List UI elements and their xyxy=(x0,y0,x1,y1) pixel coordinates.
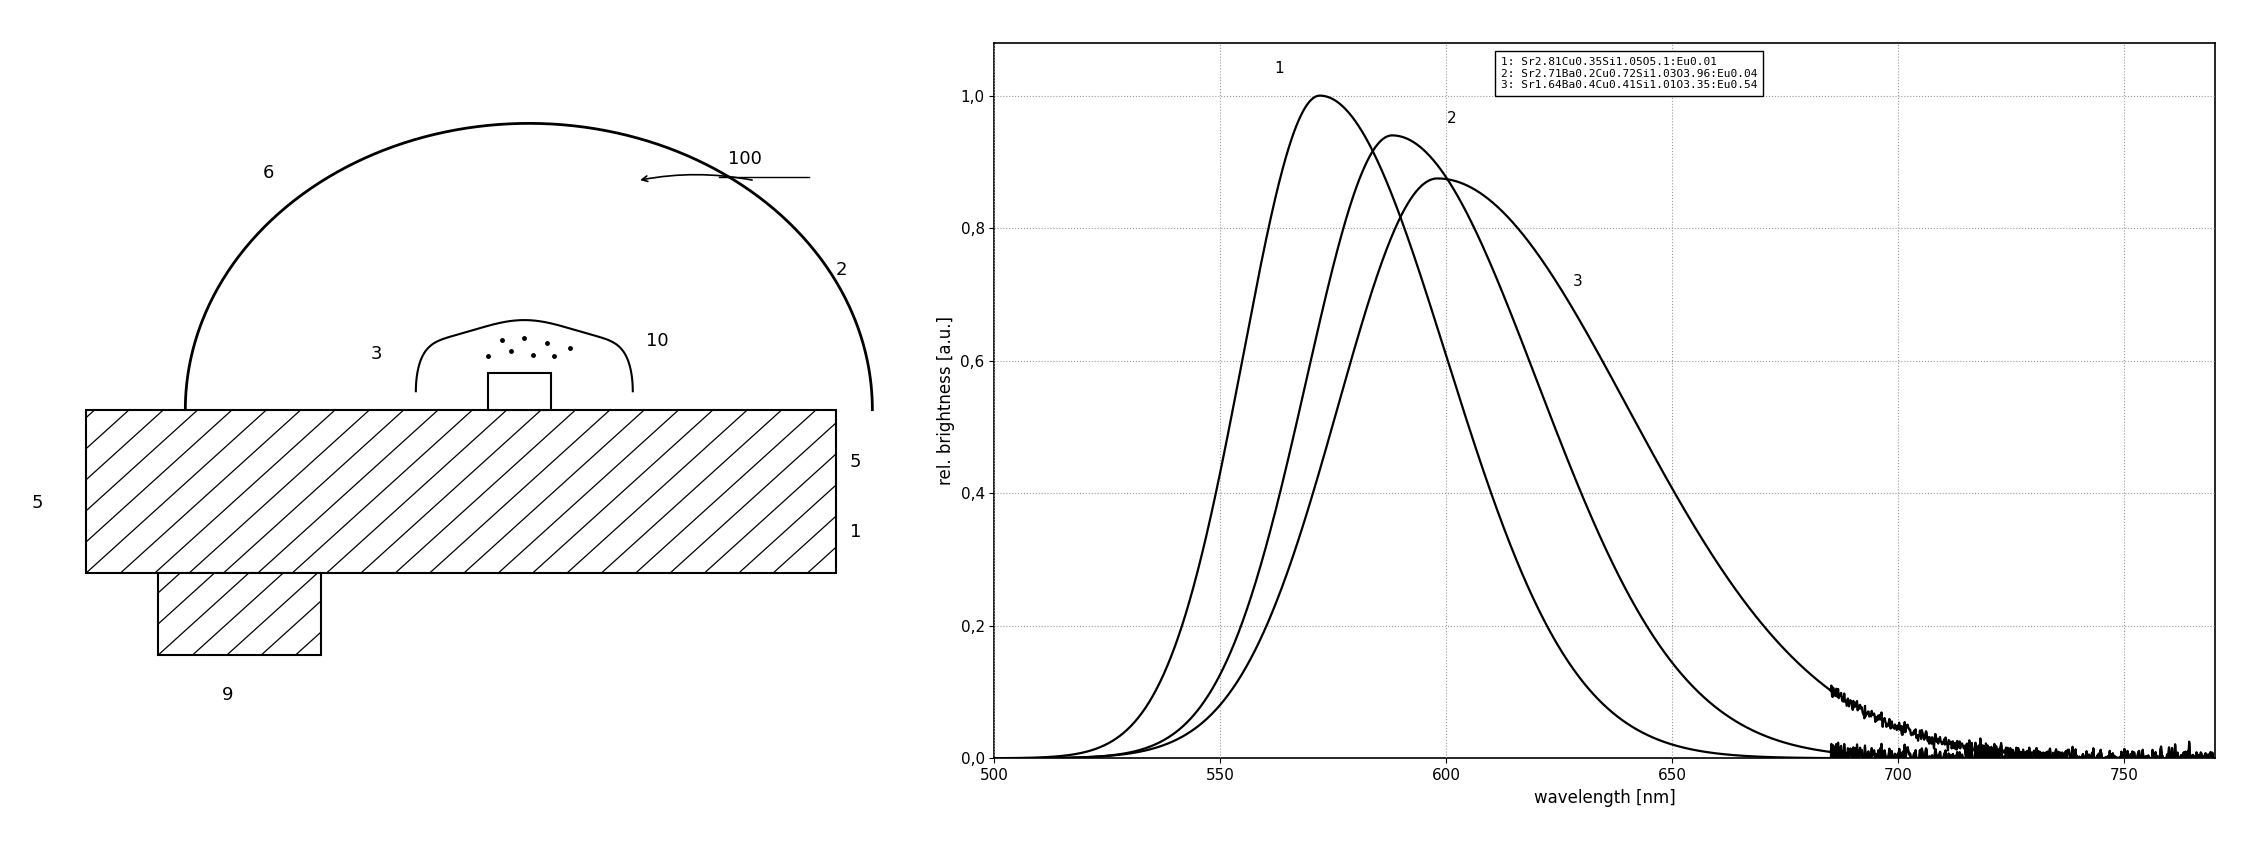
X-axis label: wavelength [nm]: wavelength [nm] xyxy=(1535,789,1675,807)
Bar xyxy=(86,410,836,573)
Text: 9: 9 xyxy=(221,686,233,704)
Text: 10: 10 xyxy=(646,332,669,350)
Bar xyxy=(488,373,551,410)
Text: 6: 6 xyxy=(262,164,273,182)
Text: 5: 5 xyxy=(850,453,861,471)
Text: 3: 3 xyxy=(1573,273,1582,289)
Text: 1: Sr2.81Cu0.35Si1.05O5.1:Eu0.01
2: Sr2.71Ba0.2Cu0.72Si1.03O3.96:Eu0.04
3: Sr1.6: 1: Sr2.81Cu0.35Si1.05O5.1:Eu0.01 2: Sr2.… xyxy=(1501,57,1758,90)
Text: 3: 3 xyxy=(371,344,382,362)
Text: 2: 2 xyxy=(836,261,848,279)
Bar xyxy=(158,573,321,655)
Text: 1: 1 xyxy=(850,523,861,541)
Text: 1: 1 xyxy=(1275,60,1284,76)
Text: 5: 5 xyxy=(32,494,43,512)
Y-axis label: rel. brightness [a.u.]: rel. brightness [a.u.] xyxy=(938,316,956,485)
Text: 2: 2 xyxy=(1446,112,1455,126)
Text: 100: 100 xyxy=(728,150,762,168)
